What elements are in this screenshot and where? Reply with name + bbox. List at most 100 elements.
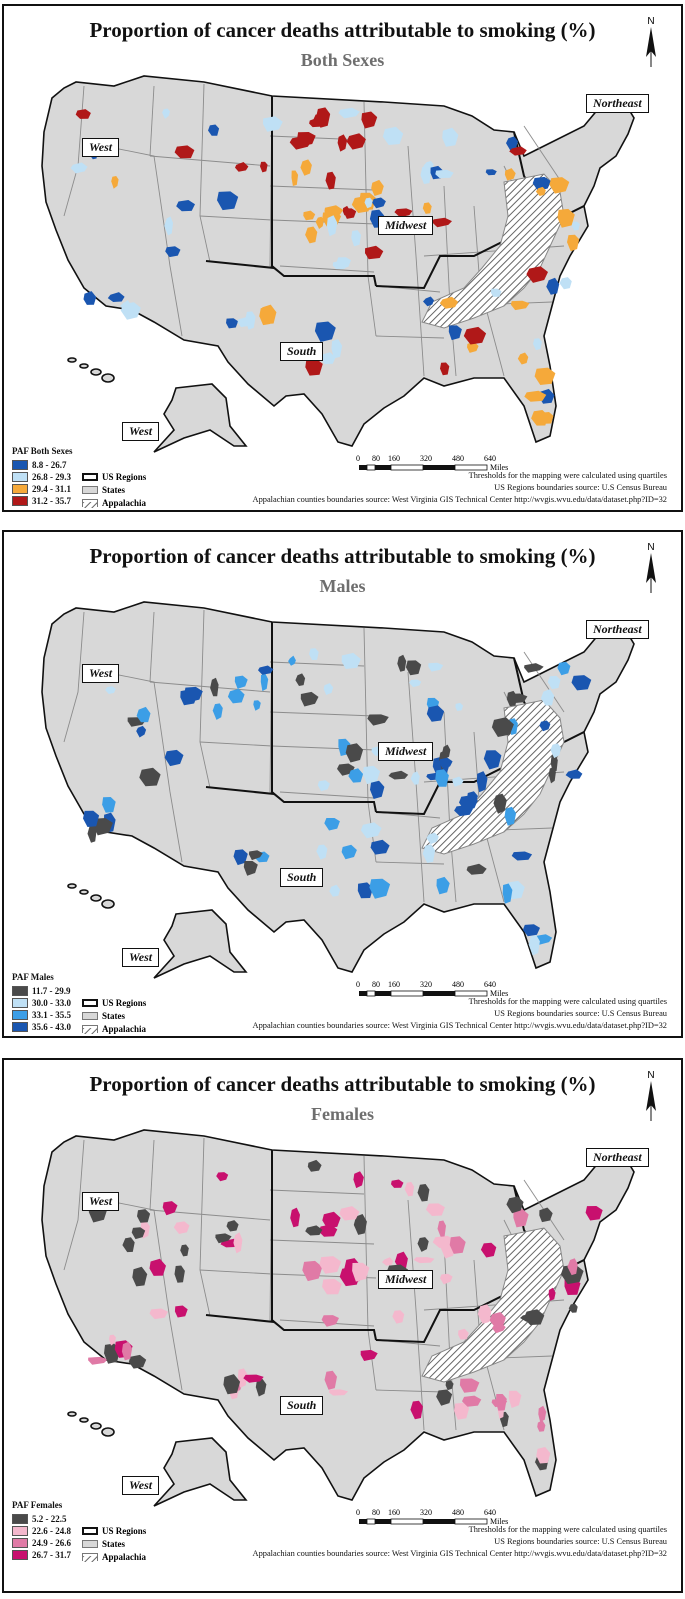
county-patch bbox=[83, 291, 97, 305]
legend-class-1: 5.2 - 22.5 bbox=[12, 1513, 71, 1525]
county-patch bbox=[255, 1379, 267, 1397]
legend-us-regions: US Regions bbox=[102, 997, 147, 1008]
county-patch bbox=[149, 1258, 166, 1276]
legend-class-2: 22.6 - 24.8 bbox=[12, 1525, 71, 1537]
county-patch bbox=[263, 116, 283, 132]
county-patch bbox=[223, 1374, 241, 1395]
county-patch bbox=[513, 1209, 529, 1228]
region-label-midwest: Midwest bbox=[378, 1270, 434, 1289]
county-patch bbox=[226, 318, 239, 329]
county-patch bbox=[504, 168, 516, 181]
map-panel-1: Proportion of cancer deaths attributable… bbox=[2, 4, 683, 512]
alaska bbox=[153, 383, 248, 453]
county-patch bbox=[382, 126, 404, 145]
county-patch bbox=[490, 288, 502, 297]
map-notes: Thresholds for the mapping were calculat… bbox=[253, 1524, 667, 1560]
note-regions-source: US Regions boundaries source: U.S Census… bbox=[494, 483, 667, 492]
county-patch bbox=[102, 797, 116, 813]
county-patch bbox=[547, 675, 561, 690]
county-patch bbox=[367, 714, 389, 726]
county-patch bbox=[526, 266, 548, 283]
legend-swatch bbox=[12, 460, 28, 470]
appalachia-area bbox=[421, 173, 565, 329]
county-patch bbox=[360, 1349, 378, 1361]
scale-unit: Miles bbox=[490, 989, 509, 998]
county-patch bbox=[332, 260, 348, 269]
county-classes bbox=[70, 107, 580, 426]
county-patch bbox=[83, 810, 100, 827]
county-patch bbox=[109, 1334, 116, 1346]
legend-class-label: 8.8 - 26.7 bbox=[32, 460, 67, 470]
county-patch bbox=[491, 1398, 508, 1408]
scale-bar-graphic bbox=[359, 464, 488, 471]
county-patch bbox=[338, 107, 360, 119]
county-patch bbox=[462, 1395, 482, 1407]
region-label-northeast: Northeast bbox=[586, 1148, 649, 1167]
us-county-map bbox=[41, 601, 635, 979]
county-patch bbox=[235, 162, 249, 172]
county-patch bbox=[535, 186, 546, 196]
legend-swatch bbox=[12, 1514, 28, 1524]
north-arrow: N bbox=[643, 16, 659, 70]
appalachia-area bbox=[421, 699, 565, 855]
boundary-legend: US Regions States Appalachia bbox=[82, 996, 146, 1035]
county-patch bbox=[324, 1370, 337, 1390]
county-patch bbox=[362, 765, 381, 785]
county-patch bbox=[436, 1389, 453, 1406]
county-patch bbox=[87, 823, 97, 843]
county-patch bbox=[137, 1209, 151, 1223]
legend-us-regions: US Regions bbox=[102, 1525, 147, 1536]
county-patch bbox=[426, 705, 445, 722]
county-patch bbox=[122, 1237, 135, 1253]
county-classes bbox=[88, 1159, 603, 1471]
legend-swatch bbox=[12, 1010, 28, 1020]
map-title: Proportion of cancer deaths attributable… bbox=[89, 544, 596, 568]
scale-tick: 480 bbox=[452, 454, 464, 463]
county-patch bbox=[557, 208, 575, 228]
county-patch bbox=[210, 677, 219, 697]
county-patch bbox=[517, 352, 529, 365]
county-patch bbox=[567, 234, 580, 252]
alaska bbox=[153, 1437, 248, 1507]
county-patch bbox=[546, 277, 560, 295]
county-patch bbox=[75, 109, 91, 119]
scale-tick: 0 bbox=[356, 980, 360, 989]
county-patch bbox=[436, 876, 450, 895]
county-patch bbox=[550, 743, 562, 759]
hawaii bbox=[67, 883, 115, 909]
county-patch bbox=[534, 367, 556, 385]
county-patch bbox=[549, 177, 570, 194]
county-patch bbox=[164, 216, 173, 236]
county-patch bbox=[507, 693, 528, 704]
legend-class-3: 33.1 - 35.5 bbox=[12, 1009, 71, 1021]
county-patch bbox=[233, 1232, 243, 1254]
county-patch bbox=[492, 1322, 506, 1334]
county-patch bbox=[253, 700, 261, 711]
map-notes: Thresholds for the mapping were calculat… bbox=[253, 470, 667, 506]
legend-class-label: 35.6 - 43.0 bbox=[32, 1022, 71, 1032]
county-patch bbox=[557, 661, 571, 676]
continental-us bbox=[41, 601, 635, 973]
county-patch bbox=[524, 663, 544, 673]
county-patch bbox=[502, 883, 513, 904]
note-regions-source: US Regions boundaries source: U.S Census… bbox=[494, 1537, 667, 1546]
legend-class-2: 30.0 - 33.0 bbox=[12, 997, 71, 1009]
map-subtitle: Females bbox=[311, 1104, 374, 1124]
county-patch bbox=[463, 326, 487, 345]
map-notes: Thresholds for the mapping were calculat… bbox=[253, 996, 667, 1032]
note-regions-source: US Regions boundaries source: U.S Census… bbox=[494, 1009, 667, 1018]
county-patch bbox=[361, 111, 378, 129]
scale-tick: 480 bbox=[452, 1508, 464, 1517]
county-patch bbox=[405, 660, 422, 676]
county-patch bbox=[176, 200, 195, 212]
county-patch bbox=[321, 352, 336, 365]
county-patch bbox=[431, 217, 452, 228]
county-patch bbox=[243, 861, 258, 876]
region-label-midwest: Midwest bbox=[378, 216, 434, 235]
county-patch bbox=[326, 215, 338, 237]
map-subtitle: Males bbox=[319, 576, 366, 596]
county-patch bbox=[121, 1341, 133, 1361]
county-patch bbox=[324, 818, 340, 831]
north-arrow: N bbox=[643, 1070, 659, 1124]
legend-states: States bbox=[102, 1010, 125, 1021]
